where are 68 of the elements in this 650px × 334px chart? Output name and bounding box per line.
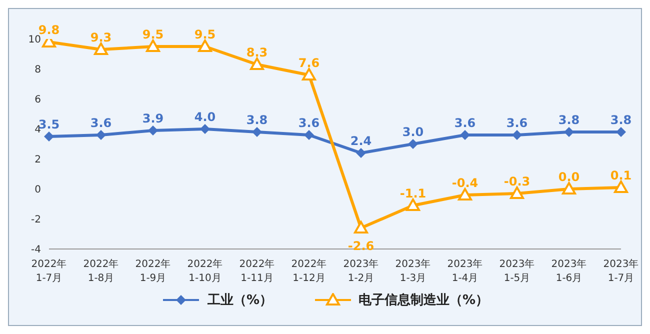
data-label: 9.8: [38, 23, 60, 37]
point: [302, 68, 316, 80]
data-label: 8.3: [246, 46, 268, 60]
data-label: 3.8: [610, 113, 632, 127]
x-tick-label: 2023年 1-3月: [395, 258, 431, 284]
point: [564, 127, 574, 137]
data-label: 0.0: [558, 170, 580, 184]
y-tick-label: -4: [31, 244, 41, 256]
point: [94, 42, 108, 55]
point: [354, 221, 368, 234]
data-label: 9.5: [194, 28, 216, 42]
y-tick-label: -2: [31, 214, 41, 226]
x-tick-label: 2022年 1-12月: [291, 258, 327, 284]
data-label: 3.6: [298, 116, 320, 130]
data-label: 9.5: [142, 28, 164, 42]
point: [512, 130, 522, 140]
point: [148, 126, 158, 136]
y-tick-label: 8: [34, 64, 41, 76]
point: [198, 40, 212, 52]
point: [146, 40, 160, 52]
data-label: 2.4: [350, 134, 372, 148]
x-tick-label: 2022年 1-8月: [83, 258, 119, 284]
x-tick-label: 2022年 1-10月: [187, 258, 223, 284]
point: [616, 127, 626, 137]
point: [408, 139, 418, 149]
x-tick-label: 2022年 1-11月: [239, 258, 275, 284]
x-tick-label: 2023年 1-6月: [551, 258, 587, 284]
data-label: 3.0: [402, 125, 424, 139]
point: [96, 130, 106, 140]
data-label: 9.3: [90, 30, 112, 44]
legend-label: 工业（%）: [207, 292, 272, 309]
data-label: -2.6: [348, 239, 374, 253]
x-tick-label: 2023年 1-2月: [343, 258, 379, 284]
point: [356, 148, 366, 158]
y-tick-label: 0: [34, 184, 41, 196]
point: [200, 124, 210, 134]
y-tick-label: 2: [34, 154, 41, 166]
data-label: 4.0: [194, 110, 216, 124]
x-tick-label: 2022年 1-9月: [135, 258, 171, 284]
x-tick-label: 2023年 1-7月: [603, 258, 639, 284]
point: [458, 188, 472, 200]
y-tick-label: 10: [28, 34, 41, 46]
legend-label: 电子信息制造业（%）: [358, 292, 489, 309]
point: [250, 58, 264, 70]
x-tick-label: 2022年 1-7月: [31, 258, 67, 284]
point: [252, 127, 262, 137]
point: [562, 182, 576, 194]
data-label: -0.4: [452, 176, 478, 190]
data-label: -0.3: [504, 174, 530, 188]
data-label: -1.1: [400, 186, 426, 200]
point: [406, 198, 420, 211]
point: [44, 132, 54, 142]
point: [614, 180, 628, 193]
y-tick-label: 4: [34, 124, 41, 136]
y-tick-label: 6: [34, 94, 41, 106]
x-tick-label: 2023年 1-4月: [447, 258, 483, 284]
data-label: 3.6: [454, 116, 476, 130]
data-label: 0.1: [610, 168, 632, 182]
data-label: 3.6: [90, 116, 112, 130]
data-label: 7.6: [298, 56, 320, 70]
data-label: 3.9: [142, 112, 164, 126]
point: [510, 186, 524, 199]
x-tick-label: 2023年 1-5月: [499, 258, 535, 284]
data-label: 3.6: [506, 116, 528, 130]
data-label: 3.8: [246, 113, 268, 127]
point: [460, 130, 470, 140]
data-label: 3.8: [558, 113, 580, 127]
point: [304, 130, 314, 140]
